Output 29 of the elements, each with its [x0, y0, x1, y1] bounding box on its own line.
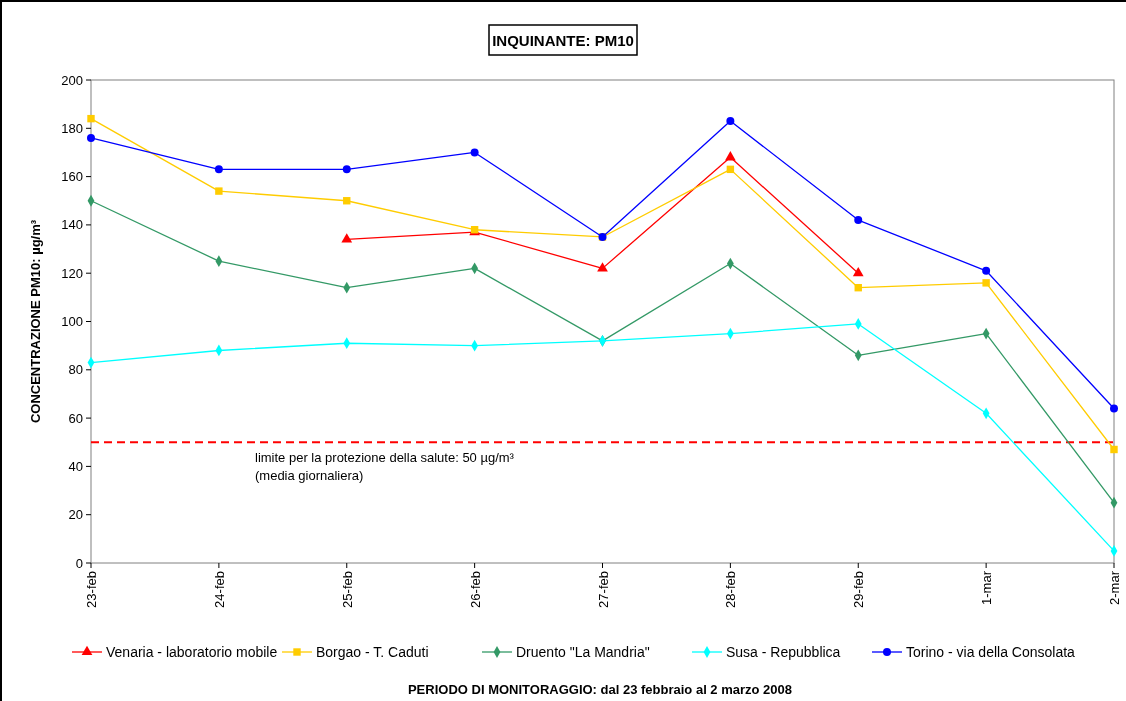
- legend-label: Borgao - T. Caduti: [316, 643, 429, 660]
- x-tick-label: 27-feb: [595, 571, 611, 608]
- y-tick-label: 140: [61, 217, 83, 233]
- chart-title: INQUINANTE: PM10: [492, 32, 634, 49]
- x-tick-label: 29-feb: [851, 571, 867, 608]
- x-tick-label: 23-feb: [84, 571, 99, 608]
- y-tick-label: 40: [68, 458, 83, 474]
- x-tick-label: 24-feb: [211, 571, 227, 608]
- x-tick-label: 25-feb: [339, 571, 355, 608]
- legend-label: Torino - via della Consolata: [906, 643, 1076, 660]
- y-tick-label: 160: [61, 169, 83, 185]
- x-tick-label: 1-mar: [979, 570, 995, 605]
- y-tick-label: 120: [61, 265, 83, 281]
- y-tick-label: 60: [68, 410, 83, 426]
- y-tick-label: 200: [61, 72, 83, 88]
- ref-line-label: limite per la protezione della salute: 50 µg/m³ (media giornaliera): [255, 450, 515, 484]
- y-tick-label: 80: [68, 362, 83, 378]
- y-tick-label: 0: [75, 555, 83, 571]
- x-tick-label: 2-mar: [1107, 570, 1122, 605]
- y-tick-label: 100: [61, 314, 83, 330]
- text: PERIODO DI MONITORAGGIO: dal 23 febbraio al 2 marzo 2008: [407, 682, 793, 697]
- y-tick-label: 180: [61, 120, 83, 136]
- y-tick-label: 20: [68, 507, 83, 523]
- legend-label: Susa - Repubblica: [726, 643, 841, 660]
- x-tick-label: 26-feb: [467, 571, 483, 608]
- x-tick-label: 28-feb: [723, 571, 739, 608]
- legend-label: Druento "La Mandria": [516, 643, 650, 660]
- y-axis-title: CONCENTRAZIONE PM10: µg/m³: [28, 219, 43, 424]
- legend-label: Venaria - laboratorio mobile: [106, 643, 278, 660]
